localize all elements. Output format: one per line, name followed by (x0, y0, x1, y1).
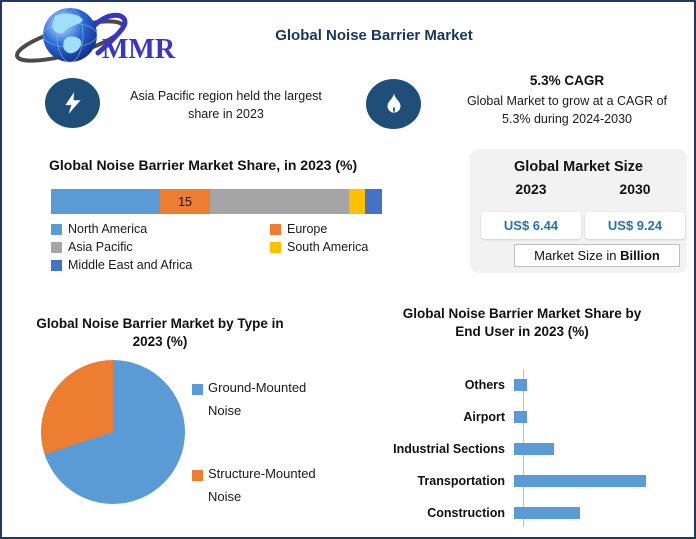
legend-swatch (51, 242, 62, 253)
legend-label: Europe (287, 222, 328, 236)
legend-item-north-america: North America (51, 221, 270, 238)
cagr-highlight: 5.3% CAGR Global Market to grow at a CAG… (461, 73, 673, 128)
legend-item-europe: Europe (270, 221, 396, 238)
note-bold: Billion (620, 248, 660, 263)
market-size-note: Market Size in Billion (514, 244, 680, 267)
legend-swatch (270, 224, 281, 235)
market-share-chart-title: Global Noise Barrier Market Share, in 20… (49, 157, 358, 173)
year-2030-label: 2030 (619, 181, 651, 197)
bar-row-transportation: Transportation (382, 465, 692, 497)
bar-construction (514, 507, 580, 519)
legend-item-middle-east-africa: Middle East and Africa (51, 257, 396, 274)
bar-label: Airport (463, 410, 505, 424)
bar-label: Others (464, 378, 505, 392)
value-2023: US$ 6.44 (481, 212, 581, 239)
cagr-text: Global Market to grow at a CAGR of 5.3% … (466, 94, 668, 127)
pie-legend-swatch-structure (192, 470, 203, 481)
end-user-bar-chart: Others Airport Industrial Sections Trans… (382, 369, 692, 529)
type-pie (41, 360, 185, 504)
year-2023-label: 2023 (515, 181, 547, 197)
pie-legend-label-ground: Ground-Mounted Noise (208, 380, 307, 418)
legend-swatch (51, 224, 62, 235)
bar-row-others: Others (382, 369, 692, 401)
flame-glyph (387, 93, 400, 113)
end-user-chart-title: Global Noise Barrier Market Share by End… (402, 306, 642, 340)
legend-swatch (51, 260, 62, 271)
logo-text: MMR (102, 34, 176, 65)
segment-asia-pacific (209, 189, 349, 214)
legend-label: North America (68, 222, 148, 236)
market-share-legend: North America Europe Asia Pacific South … (51, 221, 396, 274)
value-2030: US$ 9.24 (585, 212, 685, 239)
global-market-size-panel: Global Market Size 2023 2030 US$ 6.44 US… (470, 149, 687, 273)
legend-label: Asia Pacific (68, 240, 133, 254)
bar-industrial-sections (514, 443, 554, 455)
bar-row-airport: Airport (382, 401, 692, 433)
legend-label: South America (287, 240, 369, 254)
bar-label: Construction (427, 506, 505, 520)
lightning-icon (45, 78, 100, 128)
bar-label: Industrial Sections (393, 442, 505, 456)
pie-legend-swatch-ground (192, 384, 203, 395)
cagr-headline: 5.3% CAGR (529, 73, 605, 88)
segment-north-america (51, 189, 161, 214)
legend-item-asia-pacific: Asia Pacific (51, 239, 270, 256)
segment-south-america (348, 189, 366, 214)
legend-label: Middle East and Africa (68, 258, 193, 272)
bar-row-construction: Construction (382, 497, 692, 529)
segment-middle-east-africa (365, 189, 382, 214)
flame-icon (366, 79, 421, 129)
page-title: Global Noise Barrier Market (275, 27, 473, 44)
legend-item-south-america: South America (270, 239, 396, 256)
bar-transportation (514, 475, 646, 487)
bar-label: Transportation (417, 474, 505, 488)
asia-pacific-highlight-text: Asia Pacific region held the largest sha… (130, 89, 322, 122)
mmr-logo: MMR (12, 5, 182, 67)
market-size-title: Global Market Size (514, 159, 643, 175)
globe-logo-icon: MMR (15, 7, 176, 65)
lightning-glyph (64, 92, 81, 114)
type-pie-title: Global Noise Barrier Market by Type in 2… (36, 316, 284, 350)
legend-swatch (270, 242, 281, 253)
bar-airport (514, 411, 528, 423)
segment-europe: 15 (160, 189, 210, 214)
bar-others (514, 379, 528, 391)
bar-row-industrial-sections: Industrial Sections (382, 433, 692, 465)
note-regular: Market Size in (534, 248, 621, 263)
pie-legend-label-structure: Structure-Mounted Noise (208, 466, 316, 504)
market-share-stacked-bar: 15 (51, 189, 382, 214)
